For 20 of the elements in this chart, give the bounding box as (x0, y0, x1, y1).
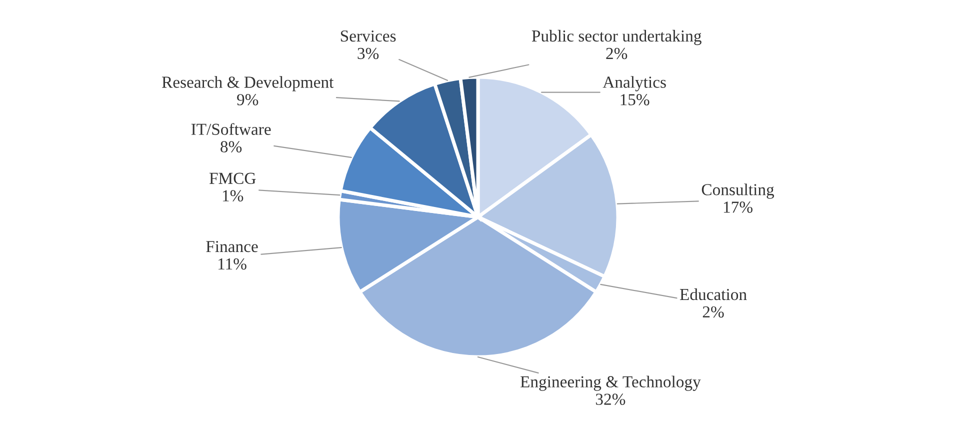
data-label: 11% (218, 258, 246, 270)
slice-label: Engineering & Technology (520, 376, 701, 391)
slice-label: Education (680, 288, 747, 300)
data-label: 2% (606, 48, 628, 60)
slice-label: Analytics (602, 76, 666, 92)
slice-label: Finance (206, 240, 258, 252)
slice-label: FMCG (209, 172, 256, 184)
data-label: 32% (596, 394, 626, 405)
data-label: 9% (237, 94, 258, 106)
slice-label: IT/Software (191, 123, 271, 135)
data-label: 15% (620, 94, 650, 106)
data-label: 8% (220, 141, 242, 152)
slice-label: Public sector undertaking (532, 30, 702, 46)
data-label: 17% (724, 202, 752, 213)
slice-label: Services (340, 30, 396, 42)
slice-label: Consulting (702, 184, 774, 199)
data-label: 1% (222, 190, 244, 202)
data-label: 3% (358, 48, 379, 60)
data-label: 2% (702, 306, 724, 318)
slice-label: Research & Development (162, 76, 334, 92)
